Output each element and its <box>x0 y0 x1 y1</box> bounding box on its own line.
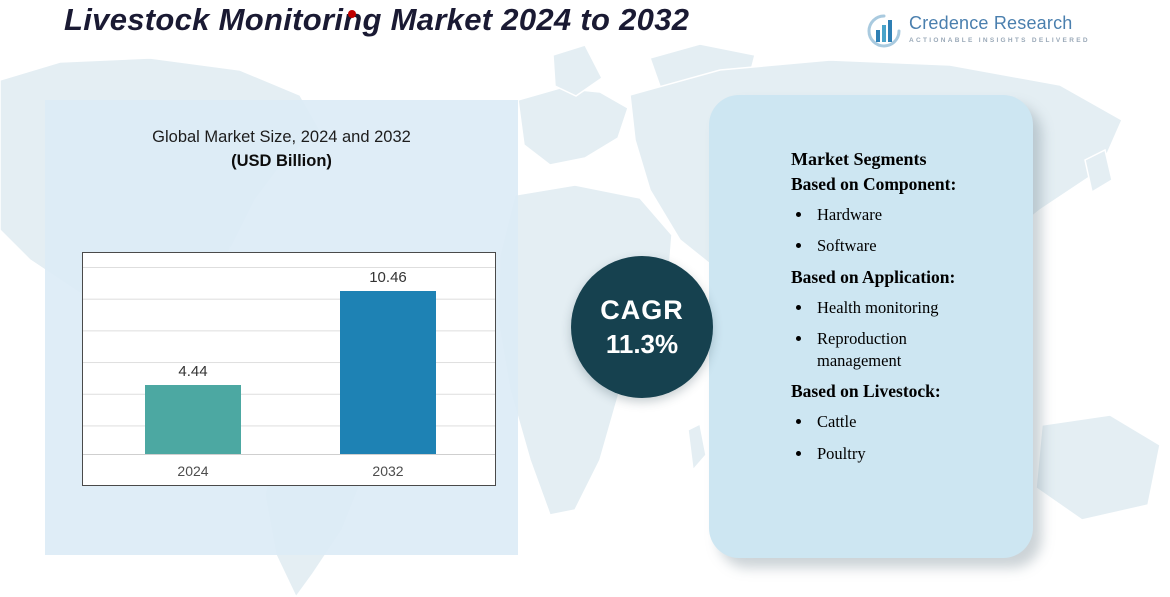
segment-heading-livestock: Based on Livestock: <box>791 381 941 402</box>
segment-item: Health monitoring <box>791 297 966 319</box>
segment-item: Hardware <box>791 204 966 226</box>
segment-list-component: Hardware Software <box>791 204 1011 258</box>
x-axis-label-2032: 2032 <box>372 463 404 479</box>
market-segments-content: Market Segments Based on Component: Hard… <box>709 95 1033 465</box>
map-japan <box>1084 148 1113 194</box>
segment-item: Poultry <box>791 443 966 465</box>
bar-column-2032: 10.46 <box>340 267 436 454</box>
segment-item: Cattle <box>791 411 966 433</box>
bar-chart: 4.44 10.46 2024 2032 <box>82 252 496 486</box>
map-europe <box>517 87 629 166</box>
map-madagascar <box>687 422 707 472</box>
x-axis-label-2024: 2024 <box>177 463 209 479</box>
bar-column-2024: 4.44 <box>145 267 241 454</box>
segment-item: Software <box>791 235 966 257</box>
bar-value-2024: 4.44 <box>178 362 208 380</box>
segment-item: Reproduction management <box>791 328 966 373</box>
page-title: Livestock Monitoring Market 2024 to 2032 <box>64 2 690 37</box>
brand-text: Credence Research Actionable Insights De… <box>909 13 1090 44</box>
brand-tagline: Actionable Insights Delivered <box>909 37 1090 44</box>
bar-2032 <box>340 291 436 454</box>
red-dot-accent <box>348 10 356 18</box>
cagr-badge: CAGR 11.3% <box>571 256 713 398</box>
segment-list-livestock: Cattle Poultry <box>791 411 1011 465</box>
segment-heading-application: Based on Application: <box>791 266 956 287</box>
cagr-label: CAGR <box>600 294 684 325</box>
segment-list-application: Health monitoring Reproduction managemen… <box>791 297 1011 373</box>
bar-value-2032: 10.46 <box>369 269 407 286</box>
bar-plot: 4.44 10.46 <box>83 267 495 455</box>
cagr-value: 11.3% <box>605 328 679 359</box>
map-australia <box>1035 414 1161 521</box>
credence-logo-icon <box>866 13 902 54</box>
segments-title: Market Segments <box>791 149 927 169</box>
chart-subtitle: (USD Billion) <box>231 152 332 170</box>
bar-2024 <box>145 384 241 454</box>
brand-name: Credence Research <box>909 13 1073 33</box>
market-size-panel: Global Market Size, 2024 and 2032 (USD B… <box>45 100 518 555</box>
market-segments-panel: Market Segments Based on Component: Hard… <box>709 95 1033 558</box>
chart-title: Global Market Size, 2024 and 2032 <box>152 128 411 146</box>
segment-heading-component: Based on Component: <box>791 174 957 194</box>
map-scandinavia <box>552 44 603 97</box>
brand-logo: Credence Research Actionable Insights De… <box>866 13 1090 54</box>
